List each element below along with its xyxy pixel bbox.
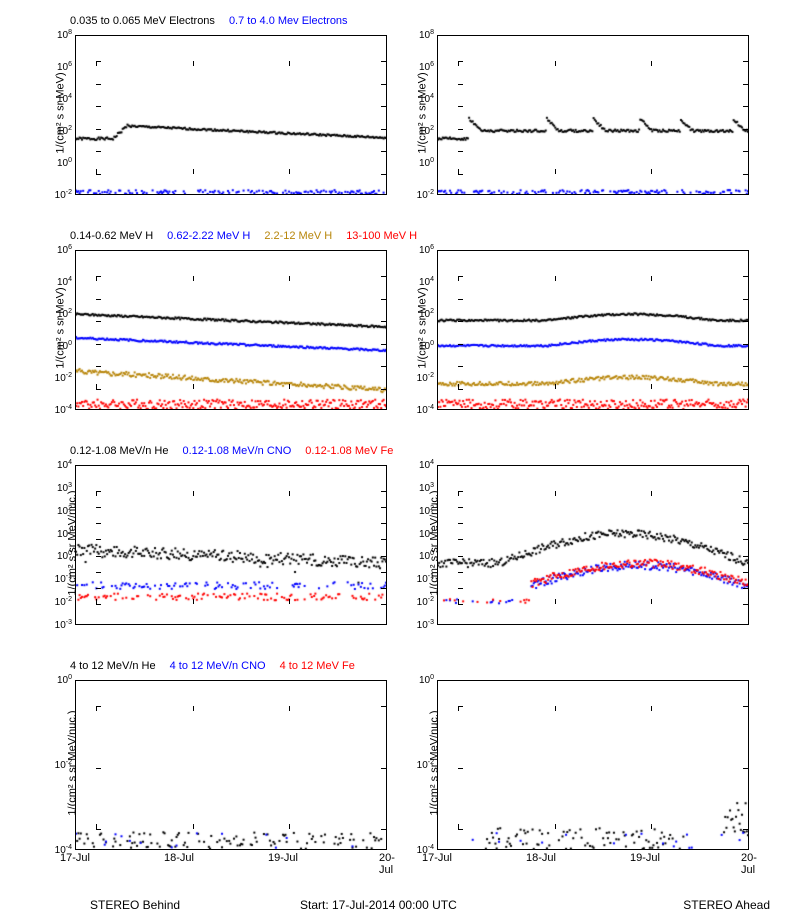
panel-behind-electrons: 1/(cm² s sr MeV) 10-2100102104106108	[55, 10, 387, 215]
figure: 0.035 to 0.065 MeV Electrons0.7 to 4.0 M…	[0, 0, 800, 900]
row-protons: 0.14-0.62 MeV H0.62-2.22 MeV H2.2-12 MeV…	[0, 225, 800, 430]
panel-ahead-electrons: 1/(cm² s sr MeV) 10-2100102104106108	[417, 10, 749, 215]
row-electrons: 0.035 to 0.065 MeV Electrons0.7 to 4.0 M…	[0, 10, 800, 215]
row-ions-high: 4 to 12 MeV/n He4 to 12 MeV/n CNO4 to 12…	[0, 655, 800, 870]
panel-ahead-ions-high: 1/(cm² s sr MeV/nuc.) 10-410-2100 17-Jul…	[417, 655, 749, 870]
label-stereo-behind: STEREO Behind	[90, 898, 180, 912]
panel-ahead-ions-low: 1/(cm² s sr MeV/nuc.) 10-310-210-1100101…	[417, 440, 749, 645]
row-ions-low: 0.12-1.08 MeV/n He0.12-1.08 MeV/n CNO0.1…	[0, 440, 800, 645]
panel-behind-protons: 1/(cm² s sr MeV) 10-410-2100102104106	[55, 225, 387, 430]
panel-behind-ions-low: 1/(cm² s sr MeV/nuc.) 10-310-210-1100101…	[55, 440, 387, 645]
label-stereo-ahead: STEREO Ahead	[683, 898, 770, 912]
panel-behind-ions-high: 1/(cm² s sr MeV/nuc.) 10-410-2100 17-Jul…	[55, 655, 387, 870]
panel-ahead-protons: 1/(cm² s sr MeV) 10-410-2100102104106	[417, 225, 749, 430]
label-start-time: Start: 17-Jul-2014 00:00 UTC	[300, 898, 457, 912]
